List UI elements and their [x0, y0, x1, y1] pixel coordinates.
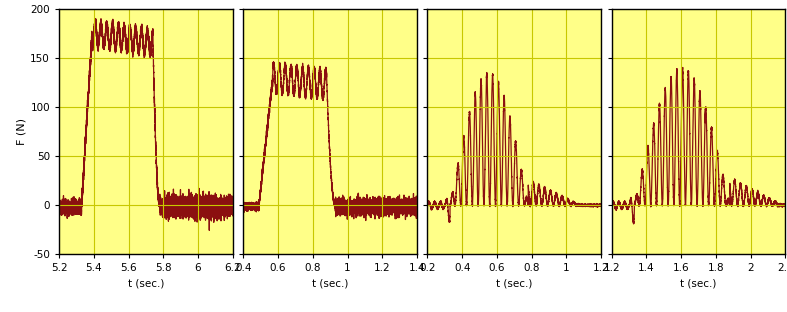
X-axis label: t (sec.): t (sec.): [312, 279, 349, 289]
Y-axis label: F (N): F (N): [16, 118, 26, 145]
X-axis label: t (sec.): t (sec.): [496, 279, 533, 289]
X-axis label: t (sec.): t (sec.): [680, 279, 717, 289]
X-axis label: t (sec.): t (sec.): [127, 279, 164, 289]
